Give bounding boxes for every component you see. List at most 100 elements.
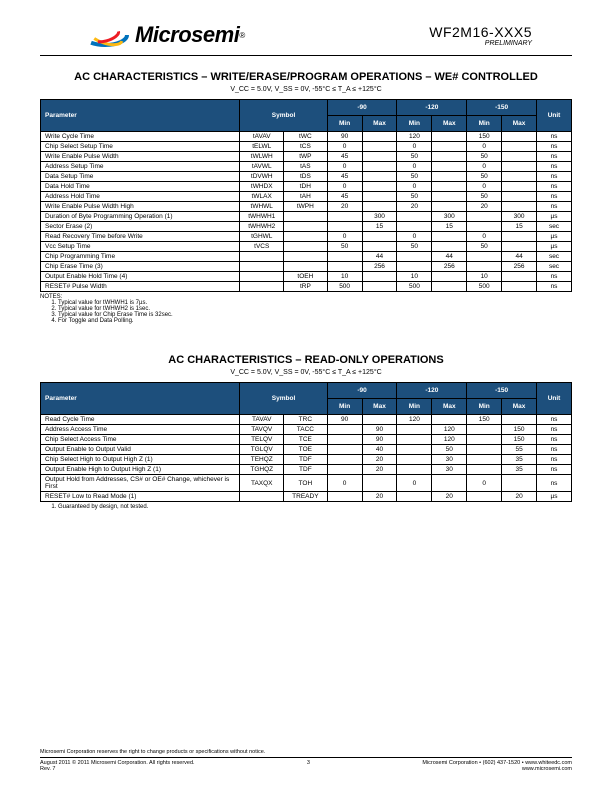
table-cell xyxy=(502,415,537,425)
table-cell: 90 xyxy=(327,132,362,142)
table-cell xyxy=(502,172,537,182)
table-row: Data Hold TimetWHDXtDH000ns xyxy=(41,182,572,192)
part-number-block: WF2M16-XXX5 PRELIMINARY xyxy=(429,24,532,47)
table-cell xyxy=(397,435,432,445)
table-cell xyxy=(240,252,284,262)
table-cell: tOEH xyxy=(284,272,328,282)
table-cell xyxy=(502,152,537,162)
table-cell: 500 xyxy=(327,282,362,292)
table-cell: tWHWL xyxy=(240,202,284,212)
table-cell: ns xyxy=(537,465,572,475)
table-cell xyxy=(502,162,537,172)
table-row: Chip Select Setup TimetELWLtCS000ns xyxy=(41,142,572,152)
table-cell xyxy=(327,222,362,232)
table-cell: 45 xyxy=(327,172,362,182)
table-cell xyxy=(397,252,432,262)
table-cell: TRC xyxy=(284,415,328,425)
th-speed-120: -120 xyxy=(397,100,467,116)
table-cell: TACC xyxy=(284,425,328,435)
table-cell: tWPH xyxy=(284,202,328,212)
table-cell xyxy=(432,272,467,282)
table-cell: Write Enable Pulse Width xyxy=(41,152,240,162)
table-row: Read Recovery Time before WritetGHWL000µ… xyxy=(41,232,572,242)
table-cell xyxy=(397,455,432,465)
table-cell xyxy=(327,252,362,262)
footer-left: August 2011 © 2011 Microsemi Corporation… xyxy=(40,760,195,772)
part-number: WF2M16-XXX5 xyxy=(429,24,532,40)
table-cell xyxy=(362,192,397,202)
table-cell xyxy=(240,272,284,282)
company-name: Microsemi xyxy=(135,22,239,48)
table-cell: TGLQV xyxy=(240,445,284,455)
table-cell: Write Cycle Time xyxy=(41,132,240,142)
table-cell: TEHQZ xyxy=(240,455,284,465)
table-cell xyxy=(284,262,328,272)
table-cell xyxy=(240,492,284,502)
table-cell: ns xyxy=(537,202,572,212)
table-row: Write Enable Pulse WidthtWLWHtWP455050ns xyxy=(41,152,572,162)
th-max: Max xyxy=(502,399,537,415)
table-cell: TOH xyxy=(284,475,328,492)
table-row: Duration of Byte Programming Operation (… xyxy=(41,212,572,222)
table-cell: TREADY xyxy=(284,492,328,502)
table-cell: tAS xyxy=(284,162,328,172)
table-cell: ns xyxy=(537,415,572,425)
table-cell: 150 xyxy=(467,415,502,425)
table-cell xyxy=(397,212,432,222)
table-cell xyxy=(362,152,397,162)
table-cell: TELQV xyxy=(240,435,284,445)
table-row: Output Enable Hold Time (4)tOEH101010ns xyxy=(41,272,572,282)
table-cell: tELWL xyxy=(240,142,284,152)
registered-mark: ® xyxy=(239,31,245,40)
table-cell: Address Hold Time xyxy=(41,192,240,202)
table-cell xyxy=(284,222,328,232)
table-cell xyxy=(362,272,397,282)
table-cell: 50 xyxy=(467,242,502,252)
table-cell xyxy=(362,182,397,192)
table-cell xyxy=(397,222,432,232)
table-cell: 0 xyxy=(397,182,432,192)
table-cell: TDF xyxy=(284,465,328,475)
table-cell xyxy=(362,172,397,182)
table-cell xyxy=(502,272,537,282)
table-cell: 55 xyxy=(502,445,537,455)
table-cell: Output Enable to Output Valid xyxy=(41,445,240,455)
th-max: Max xyxy=(362,399,397,415)
table-cell xyxy=(432,192,467,202)
th-parameter: Parameter xyxy=(41,383,240,415)
table-cell: Sector Erase (2) xyxy=(41,222,240,232)
table-cell: ns xyxy=(537,282,572,292)
table-cell: 30 xyxy=(432,465,467,475)
note-item: Guaranteed by design, not tested. xyxy=(58,504,572,510)
table-cell xyxy=(502,142,537,152)
table-row: Address Access TimeTAVQVTACC90120150ns xyxy=(41,425,572,435)
table-cell: tWHWH2 xyxy=(240,222,284,232)
table-cell: 50 xyxy=(432,445,467,455)
table-cell: 0 xyxy=(327,232,362,242)
table-cell: 50 xyxy=(467,172,502,182)
table-cell: 150 xyxy=(502,425,537,435)
write-erase-section: AC CHARACTERISTICS – WRITE/ERASE/PROGRAM… xyxy=(40,71,572,324)
table-cell xyxy=(327,455,362,465)
table-cell: tDS xyxy=(284,172,328,182)
table-cell: ns xyxy=(537,142,572,152)
table-cell: TDF xyxy=(284,455,328,465)
logo-block: Microsemi ® xyxy=(80,20,245,50)
table-cell: 20 xyxy=(327,202,362,212)
table-cell: Data Hold Time xyxy=(41,182,240,192)
table-cell: 0 xyxy=(327,162,362,172)
th-max: Max xyxy=(502,116,537,132)
table-cell xyxy=(432,415,467,425)
table-cell: 45 xyxy=(327,192,362,202)
table-cell: Data Setup Time xyxy=(41,172,240,182)
table2-notes: Guaranteed by design, not tested. xyxy=(40,504,572,510)
table-cell xyxy=(432,142,467,152)
table-cell: 10 xyxy=(327,272,362,282)
table-cell xyxy=(432,282,467,292)
table-cell xyxy=(327,465,362,475)
note-item: For Toggle and Data Polling. xyxy=(58,318,572,324)
table-cell: tWHDX xyxy=(240,182,284,192)
table-cell: 20 xyxy=(362,492,397,502)
table-cell xyxy=(467,492,502,502)
table-cell: Output Enable Hold Time (4) xyxy=(41,272,240,282)
